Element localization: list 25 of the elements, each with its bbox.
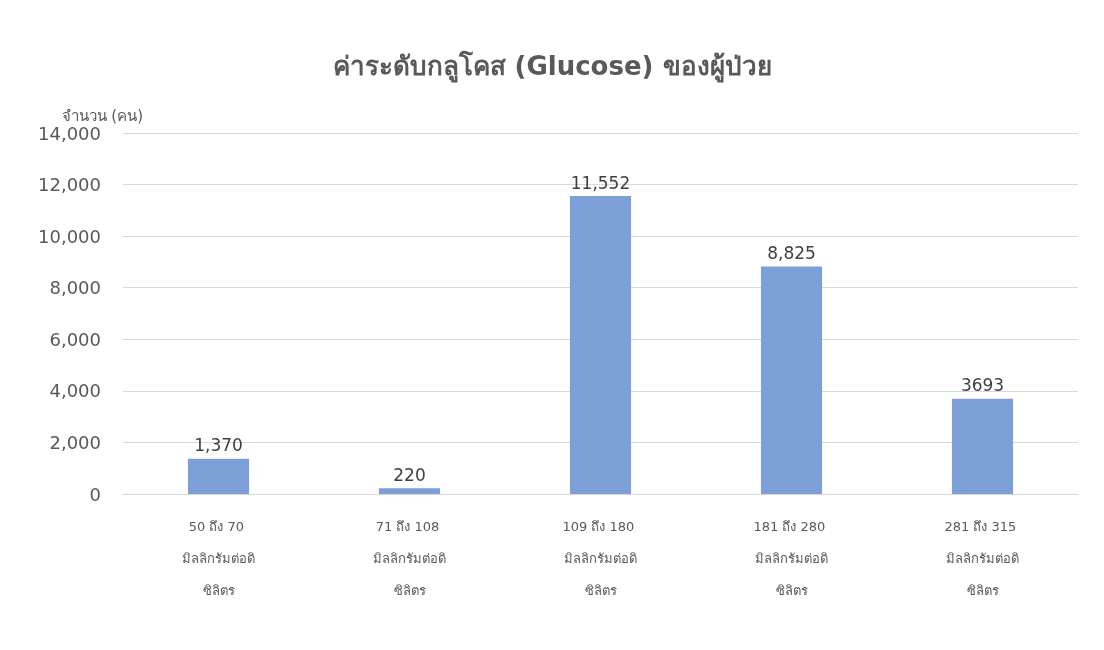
category-label: 71 ถึง 108 มิลลิกรัมต่อดิซิลิตร xyxy=(373,518,446,598)
data-label: 11,552 xyxy=(570,172,631,193)
bar xyxy=(951,398,1014,494)
y-tick-label: 14,000 xyxy=(38,122,101,144)
y-tick-label: 0 xyxy=(89,483,101,505)
bar xyxy=(760,266,823,494)
y-tick-label: 4,000 xyxy=(49,380,101,402)
y-tick-label: 6,000 xyxy=(49,328,101,350)
data-label: 1,370 xyxy=(194,435,243,456)
y-tick-label: 12,000 xyxy=(38,174,101,196)
category-label: 50 ถึง 70 มิลลิกรัมต่อดิซิลิตร xyxy=(182,518,255,598)
chart-title: ค่าระดับกลูโคส (Glucose) ของผู้ป่วย xyxy=(332,50,772,83)
data-label: 8,825 xyxy=(767,242,816,263)
bar xyxy=(187,458,250,494)
y-tick-label: 10,000 xyxy=(38,225,101,247)
y-tick-label: 2,000 xyxy=(49,431,101,453)
data-label: 3693 xyxy=(960,375,1005,396)
bar xyxy=(569,196,632,494)
bar xyxy=(378,488,441,494)
data-label: 220 xyxy=(393,464,426,485)
y-axis-title: จำนวน (คน) xyxy=(61,106,143,125)
category-label: 109 ถึง 180 มิลลิกรัมต่อดิซิลิตร xyxy=(562,518,637,598)
y-tick-label: 8,000 xyxy=(49,277,101,299)
category-label: 181 ถึง 280 มิลลิกรัมต่อดิซิลิตร xyxy=(753,518,828,598)
category-label: 281 ถึง 315 มิลลิกรัมต่อดิซิลิตร xyxy=(944,518,1019,598)
